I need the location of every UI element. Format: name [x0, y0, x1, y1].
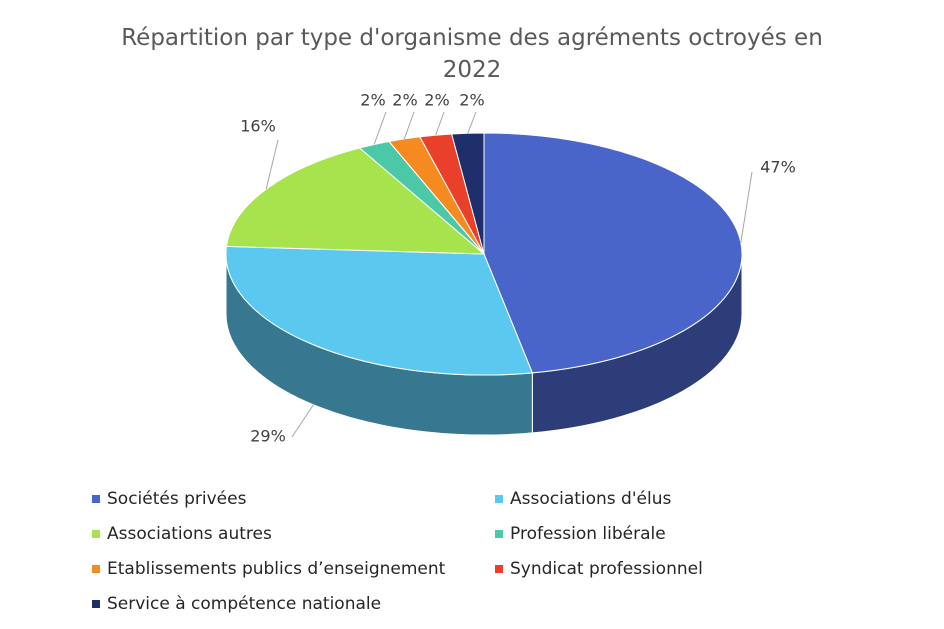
- legend-label: Sociétés privées: [107, 489, 247, 509]
- leader-line: [265, 139, 279, 190]
- data-label: 47%: [760, 158, 796, 177]
- data-label: 16%: [240, 117, 276, 136]
- legend-swatch: [495, 530, 503, 538]
- legend-swatch: [495, 495, 503, 503]
- legend-label: Associations d'élus: [510, 489, 671, 509]
- data-label: 2%: [459, 91, 484, 110]
- leader-line: [740, 171, 753, 243]
- legend-label: Syndicat professionnel: [510, 559, 703, 579]
- legend-swatch: [92, 495, 100, 503]
- leader-line: [435, 111, 445, 136]
- legend-label: Service à compétence nationale: [107, 594, 381, 614]
- legend-swatch: [92, 565, 100, 573]
- legend-swatch: [92, 530, 100, 538]
- legend-label: Profession libérale: [510, 524, 666, 544]
- legend-label: Etablissements publics d’enseignement: [107, 559, 446, 579]
- legend-swatch: [92, 600, 100, 608]
- slice: [225, 245, 534, 376]
- leader-line: [373, 111, 387, 145]
- data-label: 2%: [360, 91, 385, 110]
- leader-line: [403, 111, 415, 140]
- leader-line: [467, 111, 477, 134]
- data-label: 2%: [392, 91, 417, 110]
- data-label: 2%: [424, 91, 449, 110]
- legend-swatch: [495, 565, 503, 573]
- chart-title: Répartition par type d'organisme des agr…: [121, 25, 823, 83]
- data-label: 29%: [250, 427, 286, 446]
- legend-label: Associations autres: [107, 524, 272, 544]
- slice: [483, 132, 743, 374]
- leader-line: [291, 404, 314, 438]
